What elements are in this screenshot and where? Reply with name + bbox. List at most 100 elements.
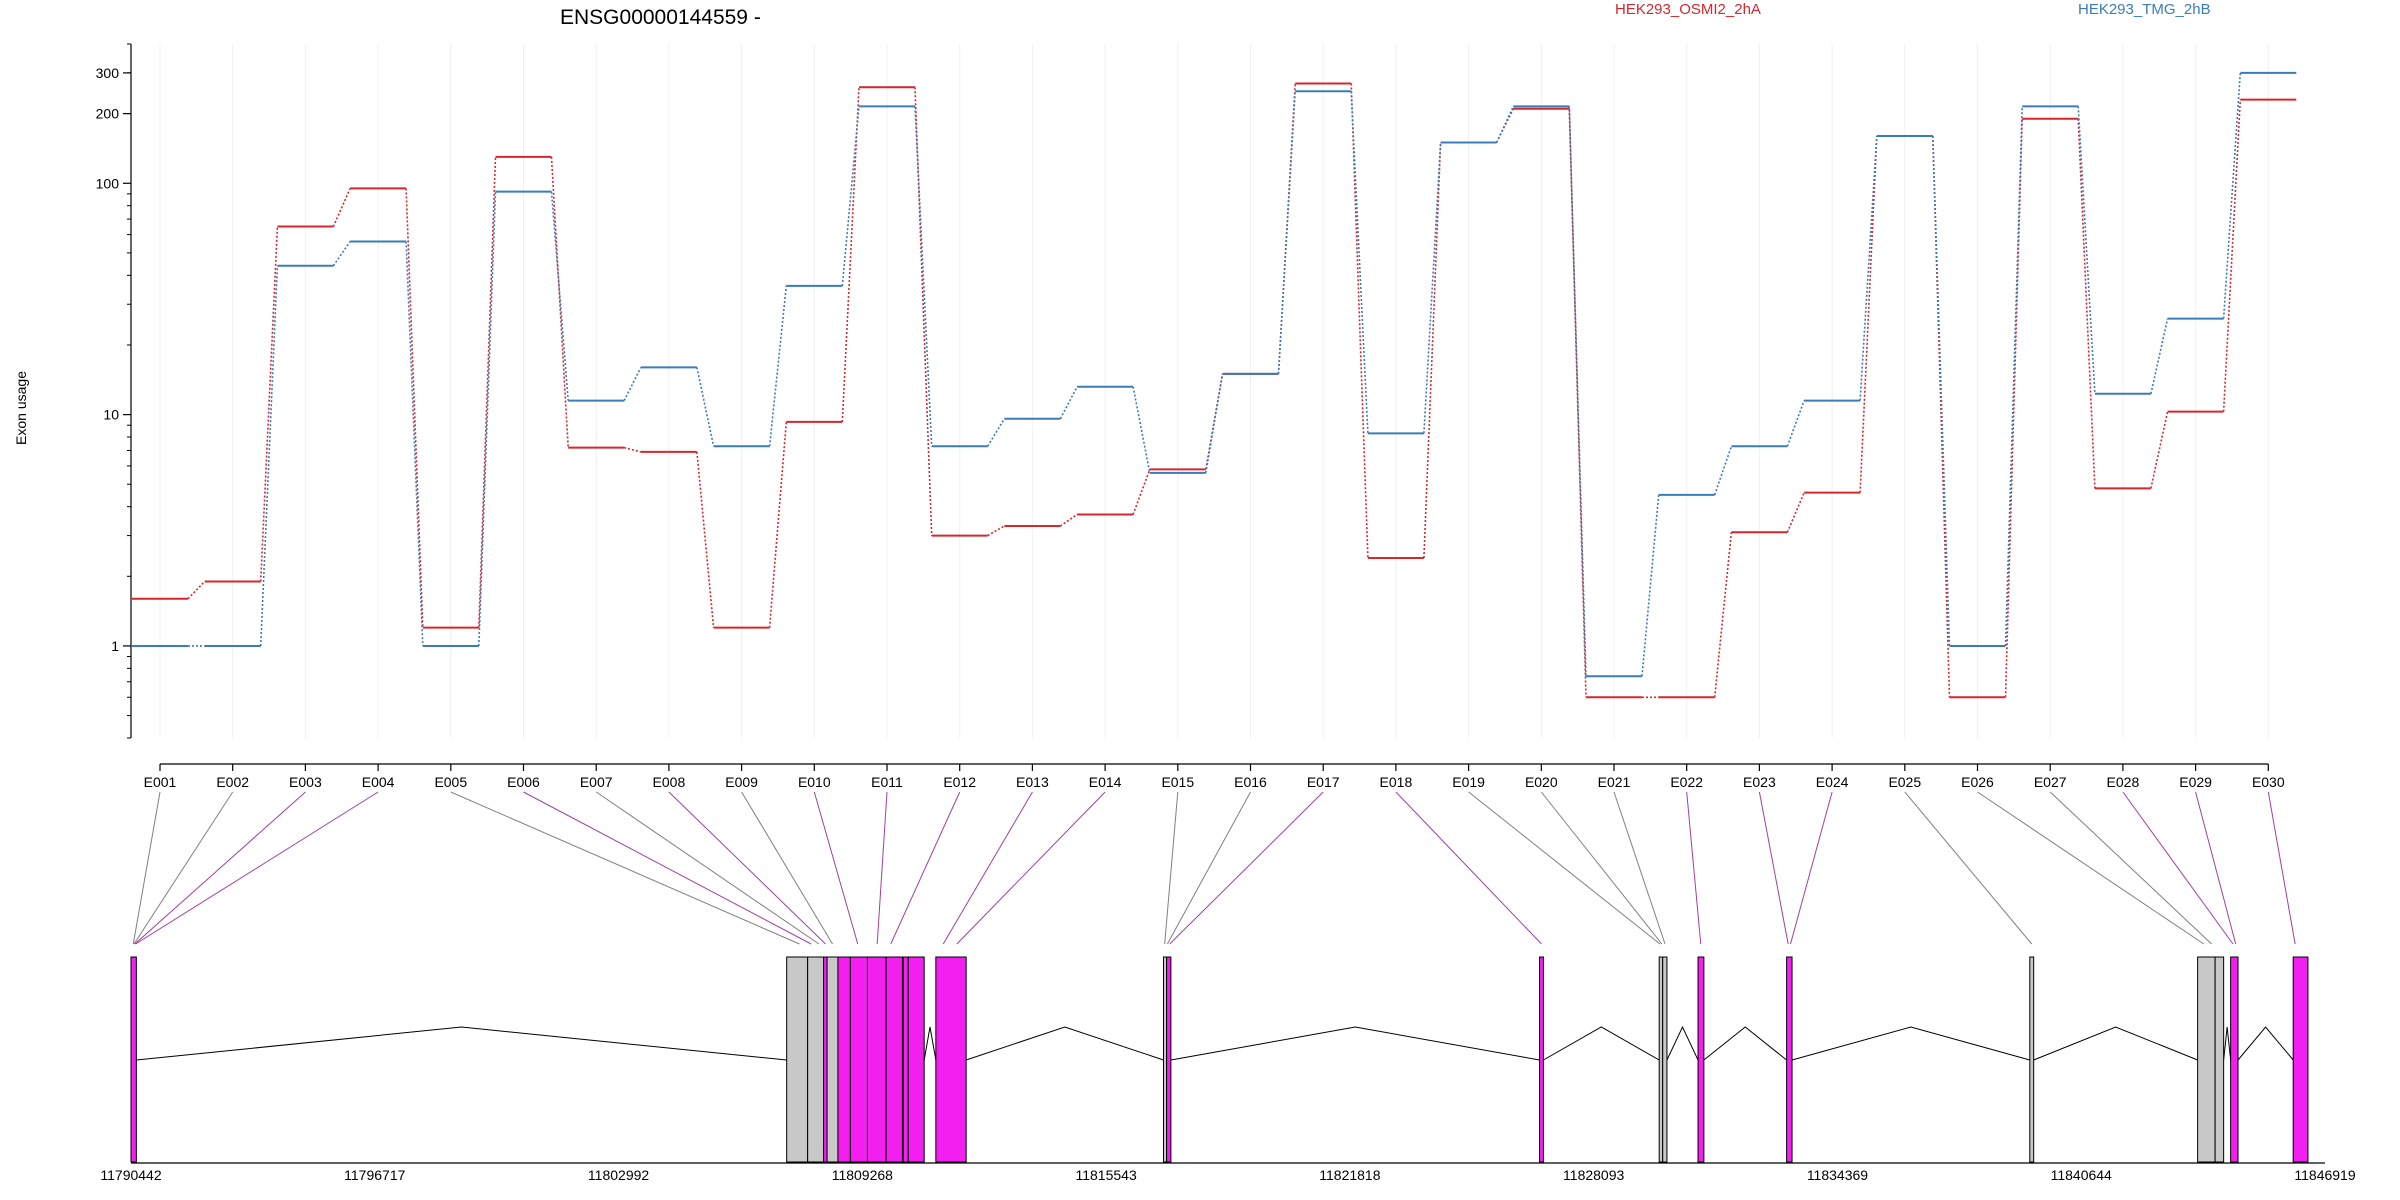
exon-block [2230,956,2239,1163]
exon-link-line [1169,791,1324,945]
x-axis: E001 E002 E003 E004 E005 E006 E007 E008 E009 E010… [144,763,2285,790]
series-connector [1713,445,1733,496]
intron-line [2223,1026,2232,1061]
exon-block [130,956,137,1163]
series-connector [1713,532,1733,698]
coordinate-tick-label: 11809268 [832,1167,893,1183]
exon-links [132,791,2296,945]
exon-block [849,956,868,1163]
series-connector [768,421,788,628]
exon-block [1662,956,1668,1163]
exon-block [823,956,828,1163]
x-tick-label: E019 [1452,774,1485,790]
y-tick-label: 10 [103,407,119,423]
series-connector [768,285,788,447]
exon-block [837,956,851,1163]
exon-link-line [450,791,800,945]
x-tick-label: E025 [1888,774,1921,790]
exon-link-line [956,791,1106,945]
exon-link-line [2049,791,2212,945]
y-tick-label: 300 [96,65,120,81]
exon-link-line [134,791,306,945]
exon-block [786,956,809,1163]
y-axis-title: Exon usage [13,371,29,445]
series-connector [987,525,1005,537]
legend-entry: HEK293_OSMI2_2hA [1615,1,1761,18]
series-connector [187,580,206,600]
exon-link-line [1166,791,1251,945]
x-tick-label: E022 [1670,774,1703,790]
x-tick-label: E003 [289,774,322,790]
x-tick-label: E005 [434,774,467,790]
series-connector [1132,469,1151,515]
x-tick-label: E015 [1161,774,1194,790]
exon-block [2029,956,2035,1163]
series-connector [332,188,351,227]
series-connector [1350,91,1369,434]
series-connector [1423,142,1442,559]
exon-link-line [595,791,820,945]
legend-entry: HEK293_TMG_2hB [2078,1,2211,18]
chart-title: ENSG00000144559 - [560,6,761,29]
exon-link-line [1395,791,1542,945]
series-connector [987,418,1006,447]
series-connector [1205,373,1224,473]
exon-link-line [813,791,859,945]
exon-link-line [1468,791,1661,945]
series-connector [696,451,715,628]
x-tick-label: E029 [2179,774,2212,790]
x-tick-label: E010 [798,774,831,790]
series-connector [2150,411,2169,489]
exon-block [1539,956,1544,1163]
exon-link-line [2122,791,2234,945]
exon-link-line [741,791,833,945]
series-connector [623,367,642,401]
x-tick-label: E014 [1089,774,1122,790]
series-connector [405,188,424,628]
exon-link-line [2195,791,2237,945]
exon-link-line [1164,791,1179,945]
series-lines [132,71,2297,699]
x-tick-label: E021 [1598,774,1631,790]
series-connector [2077,118,2096,489]
series-connector [1059,513,1078,527]
exon-link-line [135,791,379,945]
series-connector [550,156,569,448]
series-connector [2222,99,2242,412]
exon-block [902,956,909,1163]
exon-link-line [1904,791,2033,945]
coordinate-tick-label: 11796717 [344,1167,405,1183]
series-connector [1277,91,1296,374]
intron-line [2237,1026,2294,1061]
series-connector [1059,386,1078,420]
series-connector [259,265,279,646]
x-tick-label: E013 [1016,774,1049,790]
x-tick-label: E009 [725,774,758,790]
series-connector [1641,494,1660,677]
x-tick-label: E026 [1961,774,1994,790]
x-tick-label: E023 [1743,774,1776,790]
x-tick-label: E018 [1380,774,1413,790]
exon-block [1786,956,1793,1163]
exon-block [2197,956,2216,1163]
exon-link-line [890,791,961,945]
x-tick-label: E020 [1525,774,1558,790]
series-connector [1859,136,1878,493]
coordinate-tick-label: 11821818 [1319,1167,1380,1183]
intron-line [1791,1026,2030,1061]
exon-block [2292,956,2309,1163]
exon-link-line [132,791,161,945]
exon-link-line [523,791,812,945]
series-connector [1132,386,1151,474]
series-connector [332,241,351,267]
series-connector [478,156,497,628]
y-tick-label: 1 [111,638,119,654]
x-tick-label: E030 [2252,774,2285,790]
x-tick-label: E028 [2107,774,2140,790]
exon-block [1697,956,1705,1163]
exon-link-line [942,791,1033,945]
intron-line [1543,1026,1660,1061]
series-connector [1423,142,1442,434]
x-tick-label: E008 [653,774,686,790]
